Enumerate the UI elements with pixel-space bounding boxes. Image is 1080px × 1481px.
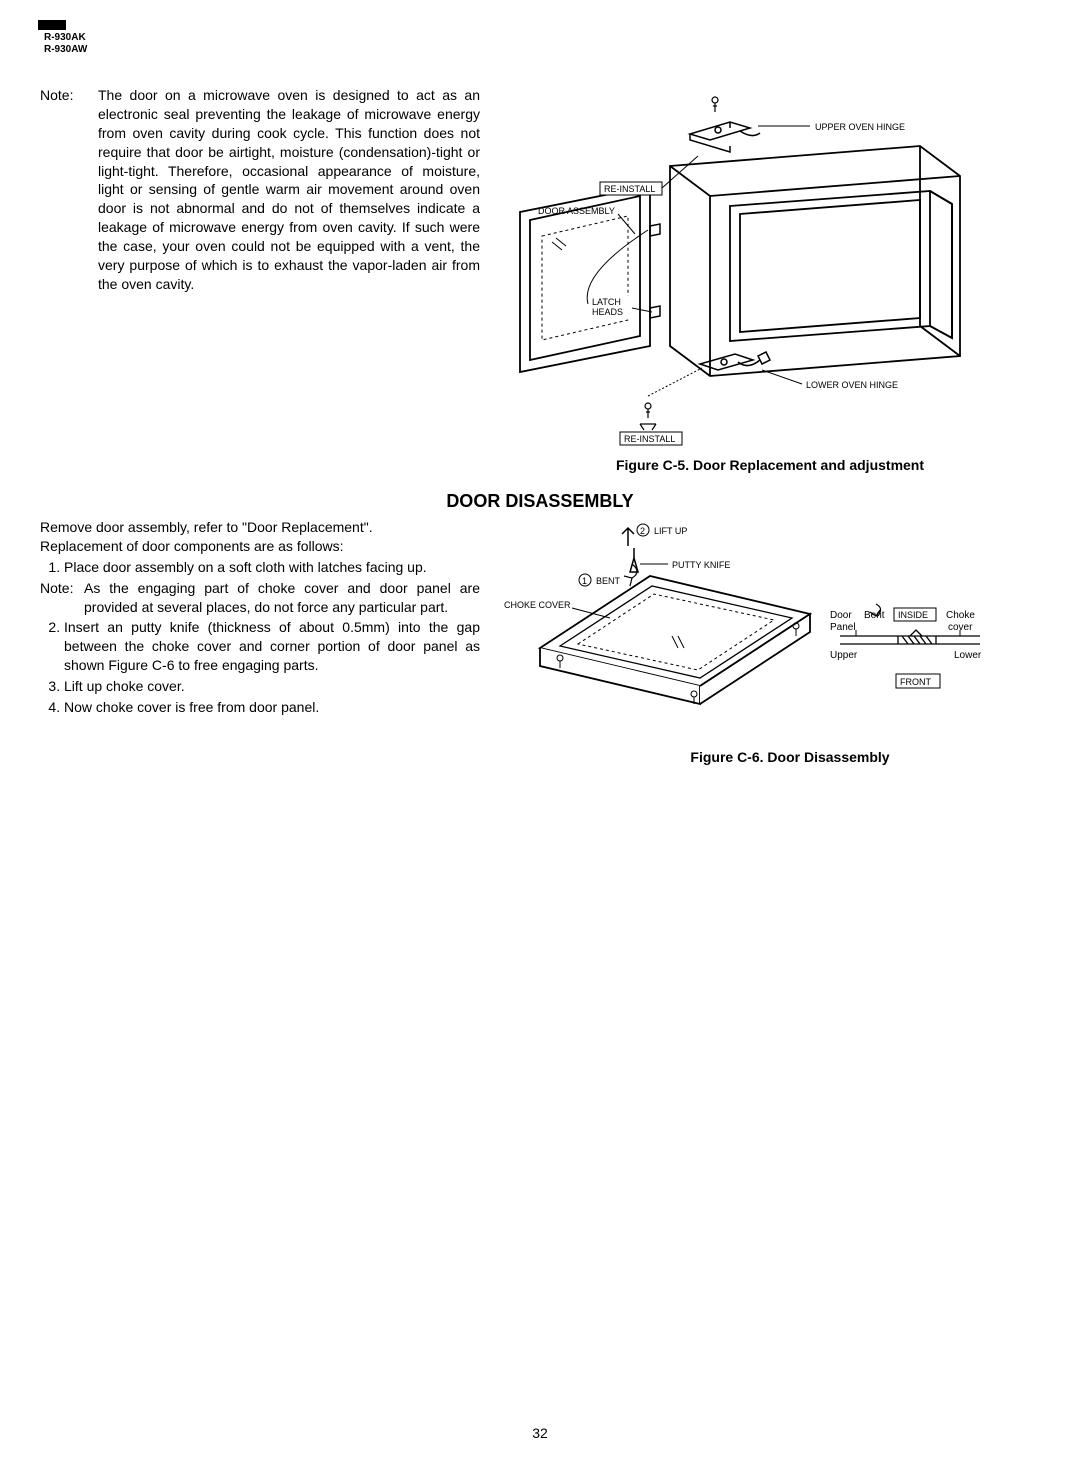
model-number-2: R-930AW bbox=[44, 44, 1040, 56]
note-block: Note: The door on a microwave oven is de… bbox=[40, 86, 480, 294]
lower-label: Lower bbox=[954, 650, 982, 661]
bent-label: BENT bbox=[596, 576, 621, 586]
figure-c6-caption: Figure C-6. Door Disassembly bbox=[540, 749, 1040, 765]
upper-hinge-label: UPPER OVEN HINGE bbox=[815, 122, 905, 132]
disassembly-intro-1: Remove door assembly, refer to "Door Rep… bbox=[40, 518, 480, 537]
disassembly-note-label: Note: bbox=[40, 579, 84, 617]
page-number: 32 bbox=[40, 1425, 1040, 1441]
door-assembly-label: DOOR ASSEMBLY bbox=[538, 206, 615, 216]
figure-c5-diagram: UPPER OVEN HINGE bbox=[500, 86, 1000, 446]
door-disassembly-title: DOOR DISASSEMBLY bbox=[40, 491, 1040, 512]
model-header: R-930AK R-930AW bbox=[40, 20, 1040, 56]
door-panel-label-1: Door bbox=[830, 610, 852, 621]
choke-cover-small-1: Choke bbox=[946, 610, 975, 621]
note-text: The door on a microwave oven is designed… bbox=[98, 86, 480, 294]
circle-1-label: 1 bbox=[582, 576, 587, 586]
disassembly-note-text: As the engaging part of choke cover and … bbox=[84, 579, 480, 617]
disassembly-step-1: Place door assembly on a soft cloth with… bbox=[64, 558, 480, 577]
front-label: FRONT bbox=[900, 677, 931, 687]
latch-label-1: LATCH bbox=[592, 297, 621, 307]
figure-c6-diagram: 2 LIFT UP PUTTY KNIFE 1 BENT bbox=[500, 518, 1020, 738]
note-label: Note: bbox=[40, 86, 98, 294]
disassembly-step-4: Now choke cover is free from door panel. bbox=[64, 698, 480, 717]
putty-knife-label: PUTTY KNIFE bbox=[672, 560, 730, 570]
disassembly-text-block: Remove door assembly, refer to "Door Rep… bbox=[40, 518, 480, 717]
header-black-block bbox=[38, 20, 66, 30]
reinstall-top-label: RE-INSTALL bbox=[604, 184, 655, 194]
circle-2-label: 2 bbox=[640, 526, 645, 536]
disassembly-step-3: Lift up choke cover. bbox=[64, 677, 480, 696]
disassembly-step-2: Insert an putty knife (thickness of abou… bbox=[64, 618, 480, 675]
lower-hinge-label: LOWER OVEN HINGE bbox=[806, 380, 898, 390]
door-panel-label-2: Panel bbox=[830, 622, 856, 633]
choke-cover-label: CHOKE COVER bbox=[504, 600, 571, 610]
inside-label: INSIDE bbox=[898, 610, 928, 620]
model-number-1: R-930AK bbox=[44, 32, 1040, 44]
choke-cover-small-2: cover bbox=[948, 622, 973, 633]
reinstall-bottom-label: RE-INSTALL bbox=[624, 434, 675, 444]
lift-up-label: LIFT UP bbox=[654, 526, 687, 536]
figure-c5-caption: Figure C-5. Door Replacement and adjustm… bbox=[500, 457, 1040, 473]
upper-label: Upper bbox=[830, 650, 858, 661]
disassembly-intro-2: Replacement of door components are as fo… bbox=[40, 537, 480, 556]
latch-label-2: HEADS bbox=[592, 307, 623, 317]
